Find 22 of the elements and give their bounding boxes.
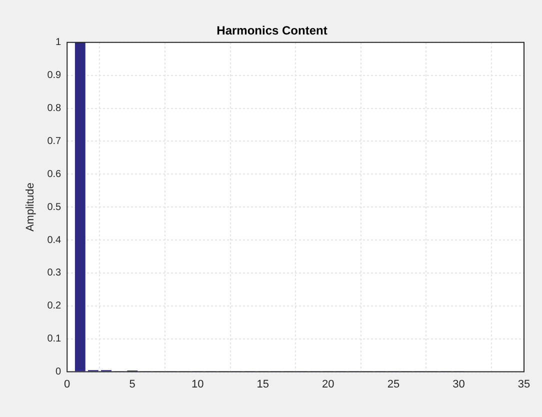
bar [74, 42, 86, 372]
y-axis-title: Amplitude [24, 182, 37, 232]
y-tick-label: 0.6 [47, 168, 62, 180]
x-tick-label: 20 [322, 378, 334, 390]
y-tick-label: 0.5 [47, 202, 62, 213]
y-tick-label: 0.8 [47, 103, 62, 114]
y-tick-label: 0.2 [47, 300, 62, 312]
chart-title: Harmonics Content [216, 24, 328, 38]
x-tick-label: 25 [387, 378, 400, 390]
y-tick-label: 0.1 [47, 334, 62, 345]
x-tick-label: 0 [64, 378, 70, 390]
x-tick-label: 5 [129, 378, 136, 390]
x-tick-label: 35 [518, 378, 530, 390]
x-tick-label: 10 [192, 378, 204, 390]
y-tick-label: 1 [56, 37, 62, 48]
y-tick-label: 0.9 [47, 70, 62, 82]
y-tick-label: 0.7 [47, 136, 62, 147]
y-tick-label: 0.3 [47, 268, 62, 279]
x-tick-label: 30 [452, 378, 465, 390]
y-tick-label: 0.4 [47, 234, 62, 246]
x-tick-label: 15 [256, 378, 270, 390]
y-tick-label: 0 [56, 366, 62, 378]
